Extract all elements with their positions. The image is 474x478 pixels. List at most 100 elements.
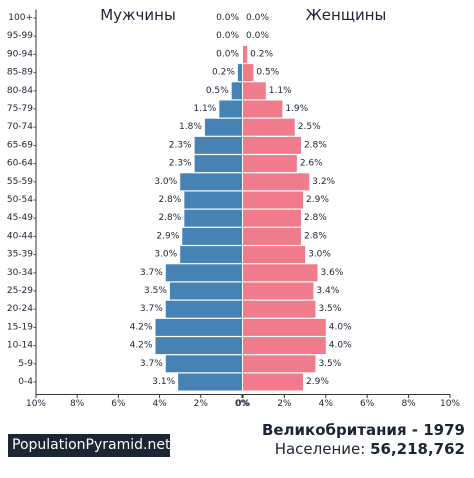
female-value-label: 2.9% — [306, 377, 329, 387]
chart-caption: Великобритания - 1979 Население: 56,218,… — [262, 421, 465, 459]
male-value-label: 4.2% — [130, 322, 153, 332]
age-label: 90-94 — [7, 49, 33, 59]
age-label: 95-99 — [7, 31, 33, 41]
female-value-label: 2.5% — [298, 122, 321, 132]
male-bar — [165, 300, 242, 318]
female-bar — [243, 173, 310, 191]
female-bar — [243, 136, 301, 154]
age-label: 25-29 — [7, 286, 33, 296]
x-tick-label-right: 4% — [319, 399, 334, 409]
male-value-label: 3.7% — [140, 359, 163, 369]
male-value-label: 3.0% — [154, 250, 177, 260]
male-value-label: 0.0% — [216, 31, 239, 41]
age-label: 50-54 — [7, 195, 33, 205]
age-label: 80-84 — [7, 86, 33, 96]
male-bar — [180, 246, 242, 264]
male-value-label: 1.8% — [179, 122, 202, 132]
age-label: 40-44 — [7, 231, 33, 241]
female-value-label: 3.6% — [321, 268, 344, 278]
male-value-label: 0.0% — [216, 49, 239, 59]
female-bar — [243, 155, 297, 173]
x-tick-label-right: 6% — [360, 399, 375, 409]
right-header: Женщины — [306, 6, 387, 24]
male-bar — [184, 209, 242, 227]
male-value-label: 3.1% — [152, 377, 175, 387]
female-bar — [243, 355, 316, 373]
population-pyramid-chart: Мужчины Женщины 100+ 0.0% 0.0% 95-99 0.0% 0.0% 9… — [7, 6, 461, 409]
left-header: Мужчины — [100, 6, 176, 24]
female-value-label: 2.6% — [300, 159, 323, 169]
female-value-label: 2.8% — [304, 231, 327, 241]
male-value-label: 3.7% — [140, 268, 163, 278]
male-bar — [182, 227, 242, 245]
male-bar — [169, 282, 242, 300]
male-bar — [165, 355, 242, 373]
male-bar — [231, 82, 242, 100]
female-value-label: 3.2% — [312, 177, 335, 187]
female-bar — [243, 337, 326, 355]
male-bar — [194, 136, 242, 154]
age-label: 30-34 — [7, 268, 33, 278]
population-label: Население: — [274, 440, 366, 458]
x-tick-label-right: 10% — [440, 399, 460, 409]
male-value-label: 3.0% — [154, 177, 177, 187]
age-label: 55-59 — [7, 177, 33, 187]
age-label: 70-74 — [7, 122, 33, 132]
age-label: 15-19 — [7, 322, 33, 332]
female-bar — [243, 45, 248, 63]
age-label: 65-69 — [7, 140, 33, 150]
age-label: 5-9 — [18, 359, 33, 369]
male-value-label: 0.2% — [212, 68, 235, 78]
x-tick-label-left: 4% — [152, 399, 167, 409]
brand-logo[interactable]: PopulationPyramid.net — [8, 434, 170, 457]
age-label: 100+ — [8, 13, 33, 23]
x-tick-label-left: 0% — [235, 399, 250, 409]
female-value-label: 2.8% — [304, 140, 327, 150]
male-bar — [165, 264, 242, 282]
age-label: 75-79 — [7, 104, 33, 114]
female-bar — [243, 318, 326, 336]
female-value-label: 0.5% — [256, 68, 279, 78]
female-value-label: 2.8% — [304, 213, 327, 223]
male-bar — [194, 155, 242, 173]
female-bar — [243, 246, 306, 264]
female-bar — [243, 373, 304, 391]
age-label: 85-89 — [7, 68, 33, 78]
female-value-label: 1.1% — [269, 86, 292, 96]
male-value-label: 2.3% — [169, 140, 192, 150]
x-tick-label-right: 0% — [236, 399, 251, 409]
female-bar — [243, 227, 301, 245]
female-bar — [243, 282, 314, 300]
male-bar — [219, 100, 242, 118]
male-value-label: 4.2% — [130, 341, 153, 351]
male-value-label: 0.5% — [206, 86, 229, 96]
male-bar — [180, 173, 242, 191]
female-value-label: 3.4% — [316, 286, 339, 296]
male-bar — [184, 191, 242, 209]
x-tick-label-left: 6% — [111, 399, 126, 409]
x-tick-label-left: 2% — [194, 399, 209, 409]
male-bar — [155, 318, 242, 336]
male-value-label: 2.9% — [156, 231, 179, 241]
female-bar — [243, 82, 266, 100]
x-tick-label-left: 8% — [70, 399, 85, 409]
population-value: 56,218,762 — [370, 440, 465, 458]
age-label: 20-24 — [7, 304, 33, 314]
chart-title: Великобритания - 1979 — [261, 421, 465, 439]
age-label: 10-14 — [7, 341, 33, 351]
male-value-label: 2.8% — [158, 213, 181, 223]
x-tick-label-right: 2% — [277, 399, 292, 409]
female-bar — [243, 64, 254, 82]
male-bar — [155, 337, 242, 355]
male-bar — [237, 64, 242, 82]
female-bar — [243, 191, 304, 209]
age-label: 45-49 — [7, 213, 33, 223]
female-value-label: 2.9% — [306, 195, 329, 205]
age-label: 0-4 — [18, 377, 33, 387]
female-bar — [243, 100, 283, 118]
female-value-label: 0.0% — [246, 13, 269, 23]
male-value-label: 0.0% — [216, 13, 239, 23]
female-value-label: 3.0% — [308, 250, 331, 260]
female-bar — [243, 300, 316, 318]
